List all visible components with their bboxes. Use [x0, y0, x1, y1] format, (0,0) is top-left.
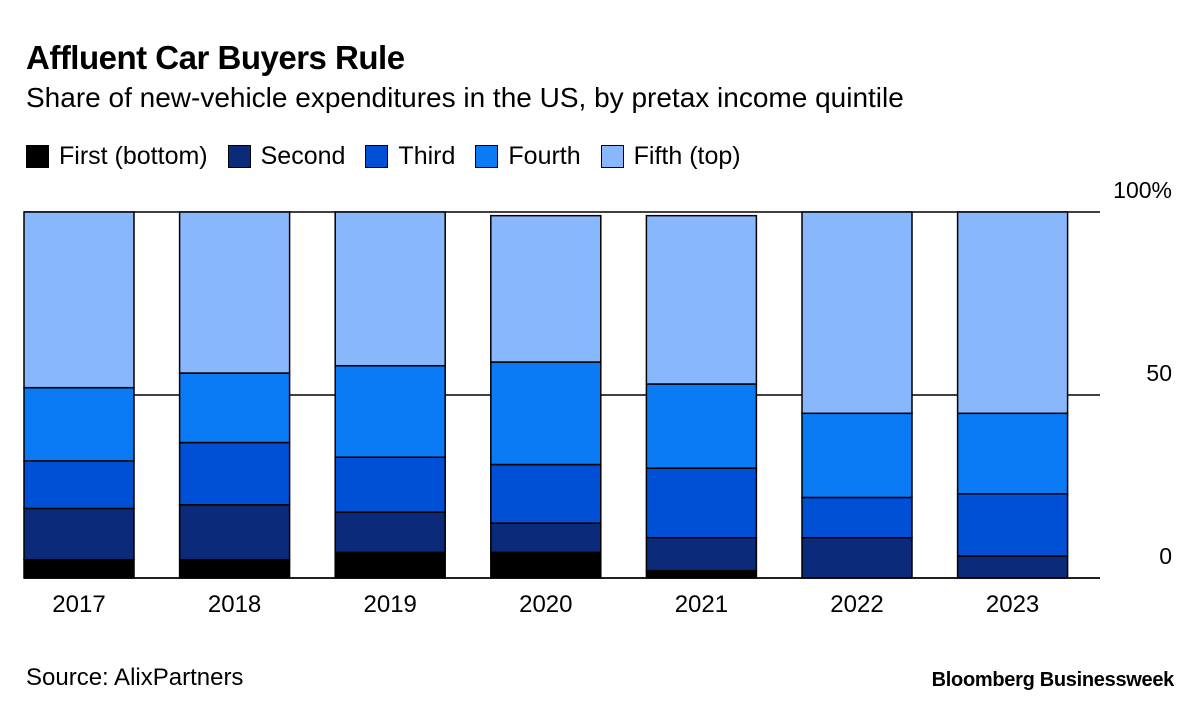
bar-2021-second: [645, 536, 758, 572]
legend-label-third: Third: [398, 142, 456, 170]
bar-2018-fourth: [178, 372, 291, 444]
legend-label-fourth: Fourth: [508, 142, 581, 170]
legend: First (bottom) Second Third Fourth Fifth…: [26, 140, 761, 172]
bar-2020-third: [490, 463, 602, 524]
legend-label-second: Second: [260, 142, 346, 170]
bar-2023-second: [956, 555, 1069, 579]
legend-swatch-fourth: [475, 144, 499, 168]
bar-2017-fourth: [23, 386, 135, 462]
bar-2020-first: [490, 551, 602, 579]
bar-2021-fifth: [645, 214, 758, 385]
legend-label-fifth: Fifth (top): [633, 142, 741, 170]
bar-2018-fifth: [178, 211, 291, 374]
bar-2017-second: [23, 507, 135, 561]
x-tick-label-2019: 2019: [364, 591, 417, 618]
bar-2021-fourth: [645, 383, 758, 469]
bar-2020-fourth: [490, 361, 602, 466]
bar-2022-fifth: [801, 211, 913, 415]
bar-2020-fifth: [490, 214, 602, 363]
legend-item-fourth: Fourth: [475, 140, 581, 172]
legend-swatch-third: [365, 144, 389, 168]
legend-swatch-fifth: [600, 144, 624, 168]
x-tick-label-2020: 2020: [519, 591, 572, 618]
legend-item-second: Second: [227, 140, 346, 172]
bar-2022-second: [801, 536, 913, 579]
bar-2023-fifth: [956, 211, 1069, 415]
legend-item-third: Third: [365, 140, 455, 172]
bar-2019-fourth: [334, 364, 446, 458]
x-tick-label-2018: 2018: [208, 591, 261, 618]
bar-2018-third: [178, 441, 291, 506]
bar-2019-second: [334, 511, 446, 554]
y-tick-label-100: 100%: [1113, 177, 1172, 203]
bar-2017-first: [23, 558, 135, 579]
bar-2022-fourth: [801, 412, 913, 499]
legend-item-fifth: Fifth (top): [600, 140, 741, 172]
bar-2023-third: [956, 493, 1069, 557]
bar-2019-third: [334, 456, 446, 513]
bar-2018-second: [178, 504, 291, 561]
bar-2020-second: [490, 522, 602, 554]
brand-logo: Bloomberg Businessweek: [931, 669, 1175, 691]
bar-2019-fifth: [334, 211, 446, 367]
bar-2019-first: [334, 551, 446, 579]
y-tick-label-50: 50: [1146, 360, 1172, 386]
y-tick-label-0: 0: [1159, 543, 1172, 569]
bar-2018-first: [178, 558, 291, 579]
x-tick-label-2017: 2017: [52, 591, 105, 618]
x-tick-label-2022: 2022: [830, 591, 883, 618]
bar-2023-fourth: [956, 412, 1069, 495]
bar-2021-third: [645, 467, 758, 539]
chart-title: Affluent Car Buyers Rule: [26, 39, 405, 76]
legend-item-first: First (bottom): [26, 140, 208, 172]
x-tick-label-2021: 2021: [675, 591, 728, 618]
legend-swatch-first: [26, 144, 49, 168]
bar-2021-first: [645, 569, 758, 579]
x-tick-label-2023: 2023: [986, 591, 1039, 618]
legend-label-first: First (bottom): [59, 142, 208, 170]
chart-subtitle: Share of new-vehicle expenditures in the…: [26, 82, 904, 113]
legend-swatch-second: [227, 144, 251, 168]
bar-2022-third: [801, 496, 913, 539]
bar-2017-third: [23, 460, 135, 510]
bar-2017-fifth: [23, 211, 135, 389]
source-note: Source: AlixPartners: [26, 664, 244, 691]
